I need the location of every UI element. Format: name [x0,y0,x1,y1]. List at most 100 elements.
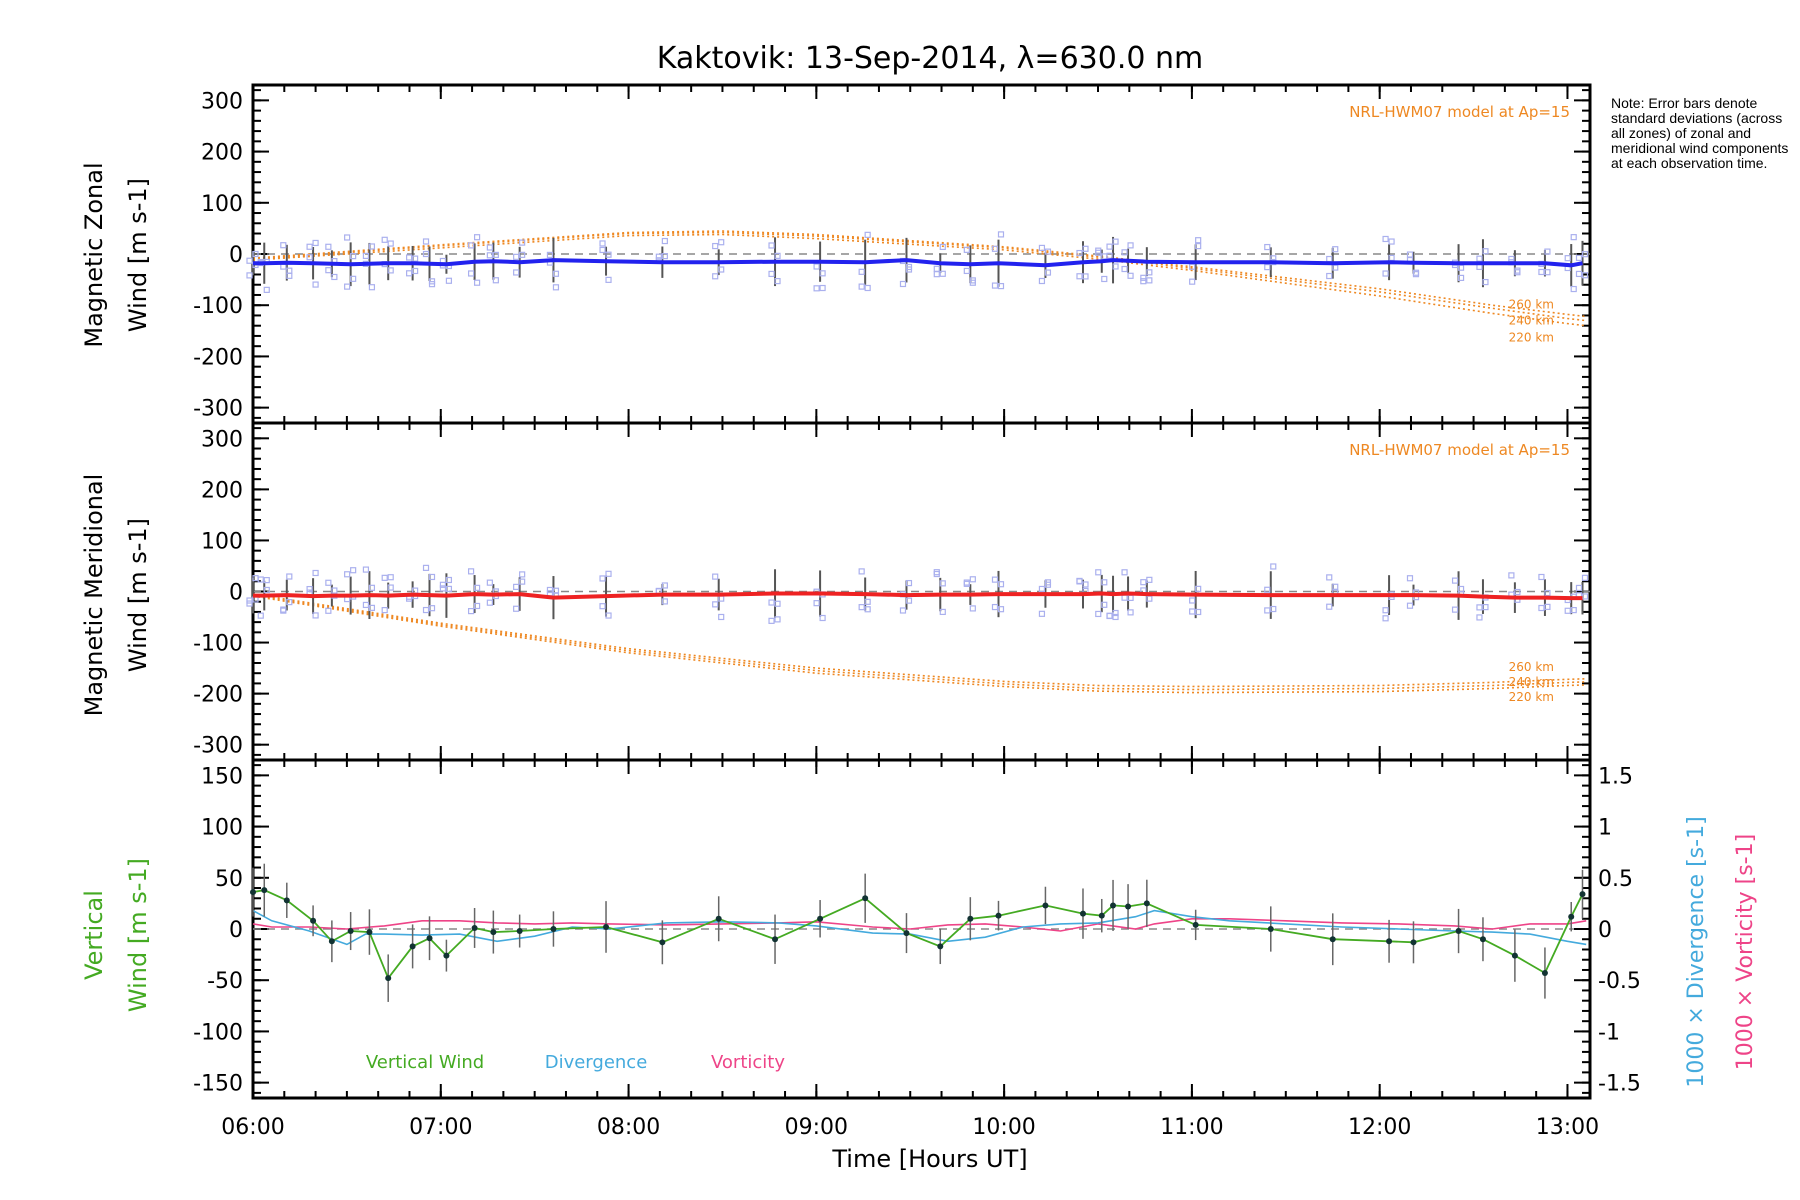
zone-marker [858,604,865,611]
zone-marker [552,270,560,277]
model-curve-2 [252,233,1587,327]
y-tick-label: 0 [229,581,243,606]
zone-marker [1121,249,1128,256]
right-tick-label: -0.5 [1598,969,1641,994]
vertical-wind-point [603,923,610,930]
zone-marker [991,603,999,611]
y-tick-label: 100 [201,192,243,217]
zone-marker [963,246,970,253]
zone-marker [661,582,668,589]
zone-marker [362,252,370,260]
zone-marker [1106,243,1113,250]
zone-marker [1082,581,1089,588]
zone-marker [605,276,612,283]
zone-marker [439,585,447,592]
zone-marker [1189,263,1196,270]
legend-item: Vorticity [711,1052,785,1073]
y-tick-label: 200 [201,478,243,503]
zone-marker [1575,254,1583,261]
zone-marker [655,253,662,260]
vertical-wind-point [1110,902,1117,909]
zone-marker [969,277,976,284]
zone-marker [1482,604,1489,611]
zone-marker [519,251,526,258]
vertical-wind-point [1192,921,1199,928]
zone-marker [1076,577,1083,585]
zone-marker [467,242,475,249]
zone-marker [552,587,560,594]
zone-marker [1581,251,1589,258]
zone-marker [718,239,725,246]
zone-marker [286,272,293,279]
vertical-wind-point [1042,902,1049,909]
vertical-wind-point [903,930,910,937]
zone-marker [519,578,526,585]
vertical-wind-point [283,897,290,904]
zone-marker [1538,573,1545,581]
zone-marker [1575,270,1583,278]
y-tick-label: -300 [193,734,243,759]
y-tick-label: -100 [193,1020,243,1045]
zone-marker [306,254,313,261]
zone-marker [813,263,820,270]
zone-marker [1544,269,1551,276]
zone-marker [1270,563,1277,570]
vertical-ylabel-line2: Wind [m s-1] [124,858,152,1012]
zone-marker [1382,235,1389,243]
model-curve-0 [252,230,1587,318]
y-tick-label: 50 [215,867,243,892]
zone-marker [439,581,447,588]
zone-marker [939,243,946,251]
zone-marker [991,245,999,252]
zone-marker [813,285,820,292]
zone-marker [864,284,871,292]
zone-marker [1538,268,1545,276]
zone-marker [381,236,388,243]
zone-marker [1127,609,1134,616]
zone-marker [473,602,481,610]
zone-marker [325,243,332,250]
zone-marker [899,280,907,288]
meridional-wind-line [253,591,1583,601]
x-tick-label: 08:00 [597,1115,660,1140]
zone-marker [712,273,719,280]
y-tick-label: -300 [193,397,243,422]
zone-marker [1457,274,1465,282]
zone-marker [445,277,453,284]
vertical-wind-point [1098,912,1105,919]
vertical-wind-point [409,943,416,950]
zone-marker [1564,255,1571,262]
zone-marker [1082,245,1089,252]
zone-marker [864,606,871,613]
zone-marker [1076,273,1083,280]
zone-marker [819,270,826,277]
y-tick-label: 100 [201,816,243,841]
zone-marker [467,270,475,277]
zone-marker [1476,604,1483,611]
zone-marker [933,265,940,272]
zone-marker [1514,267,1521,274]
zone-marker [473,279,481,286]
zone-marker [819,284,826,292]
zonal-panel: 300 200 100 0 -100 -200 -300 260 km 240 km 220 km… [193,83,1592,425]
zone-marker [768,599,775,606]
zone-marker [513,605,520,612]
zone-marker [813,600,820,607]
right-tick-label: 0 [1598,918,1612,943]
zone-marker [344,283,351,290]
zone-marker [1140,579,1147,586]
y-tick-label: 300 [201,89,243,114]
x-tick-label: 13:00 [1536,1115,1599,1140]
vertical-wind-point [443,952,450,959]
zone-marker [1476,255,1483,262]
zone-marker [1038,610,1046,617]
zone-marker [387,240,394,247]
zone-marker [306,585,313,593]
zone-marker [1412,269,1420,276]
zone-marker [350,275,357,282]
zone-marker [1038,277,1046,285]
zone-marker [774,252,781,259]
zone-marker [1332,246,1339,253]
zone-marker [519,571,526,578]
zone-marker [306,243,313,250]
